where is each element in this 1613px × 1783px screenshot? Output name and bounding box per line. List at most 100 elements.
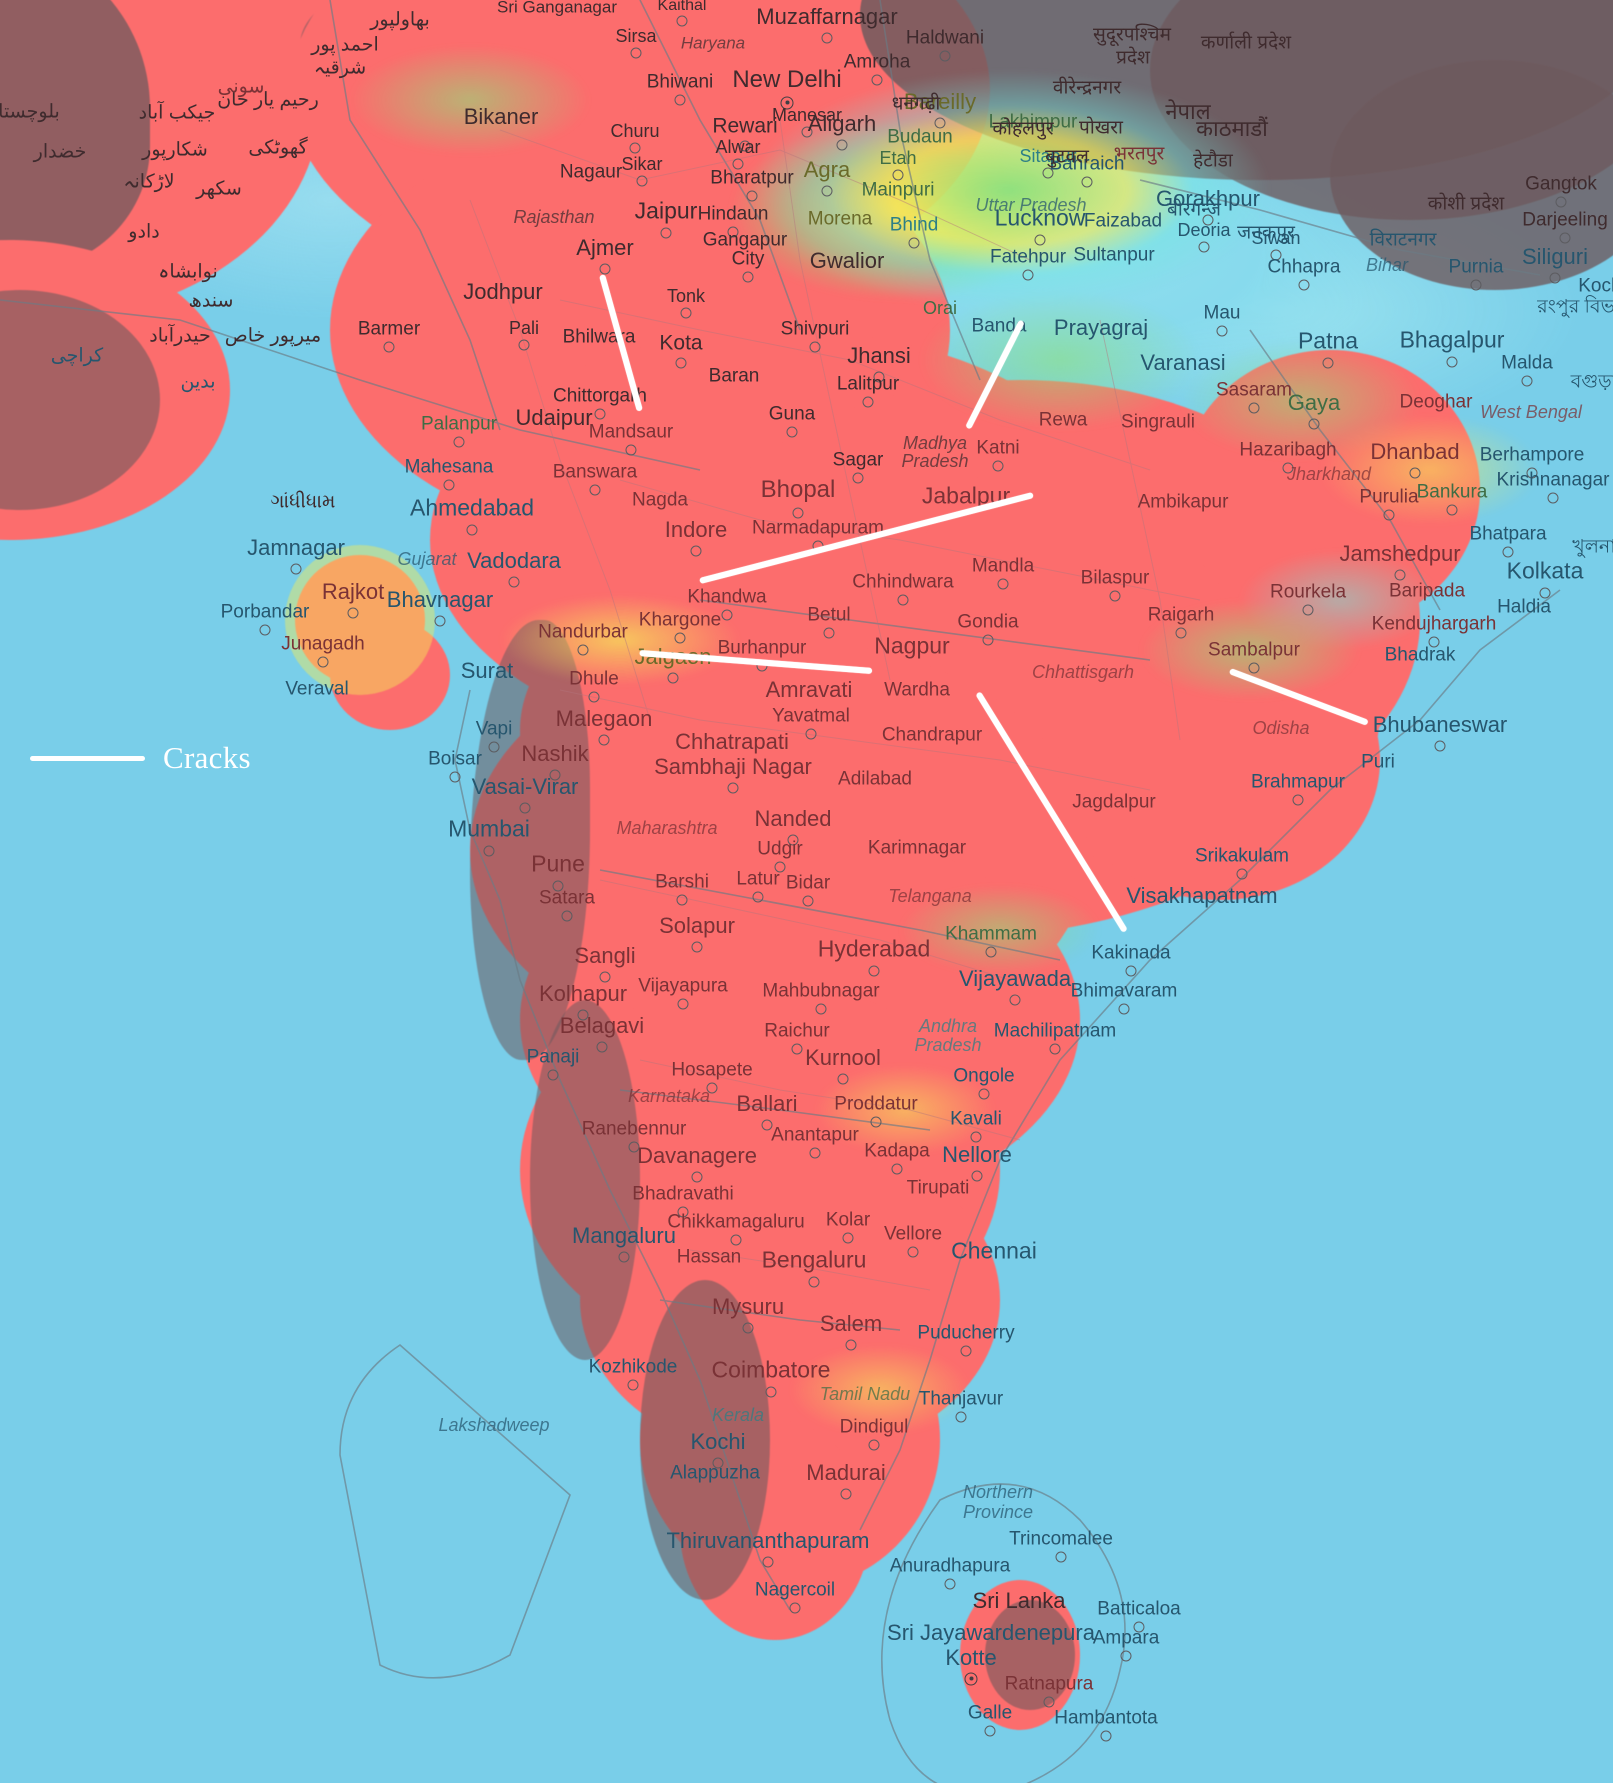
city-marker-icon — [453, 436, 465, 448]
city-marker-icon — [1022, 269, 1034, 281]
city-marker-icon — [765, 1386, 777, 1398]
city-marker-icon — [978, 1088, 990, 1100]
city-marker-icon — [677, 998, 689, 1010]
city-marker-icon — [1394, 569, 1406, 581]
city-marker-icon — [1292, 794, 1304, 806]
city-marker-icon — [1409, 467, 1421, 479]
city-marker-icon — [1521, 375, 1533, 387]
city-marker-icon — [518, 339, 530, 351]
city-marker-icon — [982, 634, 994, 646]
city-marker-icon — [868, 1439, 880, 1451]
city-marker-icon — [774, 861, 786, 873]
city-marker-icon — [1547, 492, 1559, 504]
city-marker-icon — [852, 472, 864, 484]
city-marker-icon — [317, 656, 329, 668]
city-marker-icon — [599, 263, 611, 275]
city-marker-icon — [868, 965, 880, 977]
city-marker-icon — [1248, 662, 1260, 674]
city-marker-icon — [897, 594, 909, 606]
city-marker-icon — [677, 1206, 689, 1218]
city-marker-icon — [934, 117, 946, 129]
city-marker-icon — [840, 1488, 852, 1500]
city-marker-icon — [627, 1379, 639, 1391]
city-marker-icon — [1175, 627, 1187, 639]
city-marker-icon — [690, 545, 702, 557]
city-marker-icon — [598, 734, 610, 746]
city-marker-icon — [674, 632, 686, 644]
city-marker-icon — [1118, 1003, 1130, 1015]
city-marker-icon — [985, 946, 997, 958]
city-marker-icon — [630, 47, 642, 59]
city-marker-icon — [809, 341, 821, 353]
legend-line-swatch — [30, 755, 145, 761]
city-marker-icon — [970, 1131, 982, 1143]
city-marker-icon — [625, 444, 637, 456]
city-marker-icon — [762, 1556, 774, 1568]
city-marker-icon — [1446, 356, 1458, 368]
city-marker-icon — [727, 226, 739, 238]
city-marker-icon — [466, 524, 478, 536]
city-marker-icon — [483, 845, 495, 857]
city-marker-icon — [801, 126, 813, 138]
city-marker-icon — [984, 1725, 996, 1737]
city-marker-icon — [347, 607, 359, 619]
city-marker-icon — [259, 624, 271, 636]
city-marker-icon — [508, 576, 520, 588]
city-marker-icon — [1470, 279, 1482, 291]
city-marker-icon — [552, 880, 564, 892]
city-marker-icon — [871, 74, 883, 86]
city-marker-icon — [1308, 418, 1320, 430]
city-marker-icon — [955, 1411, 967, 1423]
city-marker-icon — [589, 484, 601, 496]
city-marker-icon — [1302, 604, 1314, 616]
city-marker-icon — [434, 615, 446, 627]
city-marker-icon — [449, 771, 461, 783]
city-marker-icon — [1270, 249, 1282, 261]
city-marker-icon — [787, 834, 799, 846]
city-marker-icon — [992, 460, 1004, 472]
city-marker-icon — [1434, 740, 1446, 752]
city-marker-icon — [1322, 357, 1334, 369]
city-marker-icon — [870, 1116, 882, 1128]
city-marker-icon — [1383, 509, 1395, 521]
city-marker-icon — [809, 1147, 821, 1159]
city-marker-icon — [792, 507, 804, 519]
city-marker-icon — [873, 371, 885, 383]
city-marker-icon — [944, 1578, 956, 1590]
city-marker-icon — [808, 1276, 820, 1288]
city-marker-icon — [1559, 232, 1571, 244]
city-marker-icon — [383, 341, 395, 353]
city-marker-icon — [1549, 272, 1561, 284]
city-marker-icon — [845, 1339, 857, 1351]
city-marker-icon — [674, 94, 686, 106]
city-marker-icon — [1100, 1730, 1112, 1742]
city-marker-icon — [802, 895, 814, 907]
city-marker-icon — [730, 1234, 742, 1246]
city-marker-icon — [821, 185, 833, 197]
capital-marker-icon — [964, 1672, 978, 1686]
legend: Cracks — [30, 740, 251, 776]
city-marker-icon — [821, 32, 833, 44]
city-marker-icon — [290, 563, 302, 575]
city-marker-icon — [1202, 214, 1214, 226]
city-marker-icon — [561, 910, 573, 922]
city-marker-icon — [547, 1069, 559, 1081]
city-marker-icon — [786, 426, 798, 438]
city-marker-icon — [761, 1119, 773, 1131]
city-marker-icon — [1034, 234, 1046, 246]
city-marker-icon — [691, 941, 703, 953]
capital-marker-icon — [780, 96, 794, 110]
city-marker-icon — [680, 307, 692, 319]
city-marker-icon — [892, 169, 904, 181]
city-marker-icon — [815, 1003, 827, 1015]
city-marker-icon — [739, 140, 751, 152]
legend-label: Cracks — [163, 740, 251, 775]
city-marker-icon — [727, 782, 739, 794]
city-marker-icon — [907, 1246, 919, 1258]
city-marker-icon — [1298, 279, 1310, 291]
city-marker-icon — [1236, 868, 1248, 880]
city-marker-icon — [805, 728, 817, 740]
